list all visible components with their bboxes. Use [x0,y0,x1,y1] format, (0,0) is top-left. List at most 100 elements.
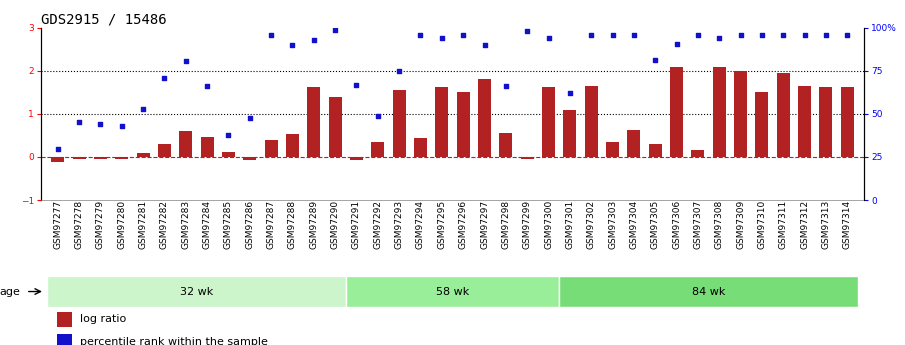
Text: 32 wk: 32 wk [180,287,213,296]
Point [819,32,834,38]
Text: percentile rank within the sample: percentile rank within the sample [81,337,268,345]
Bar [713,67,726,157]
Point [477,42,491,48]
Text: GSM97303: GSM97303 [608,200,617,249]
Text: GSM97277: GSM97277 [53,200,62,249]
Text: GSM97283: GSM97283 [181,200,190,249]
Bar [478,79,491,157]
Bar [72,157,86,159]
Text: GSM97304: GSM97304 [629,200,638,249]
Text: GSM97291: GSM97291 [352,200,361,249]
Bar [756,92,768,157]
Text: GSM97297: GSM97297 [480,200,489,249]
Bar [52,157,64,162]
Point [776,32,790,38]
Text: GSM97286: GSM97286 [245,200,254,249]
Point [755,32,769,38]
Bar [734,71,747,157]
Point [541,36,556,41]
Bar [179,131,192,157]
Point [691,32,705,38]
Point [563,90,577,96]
Text: GSM97309: GSM97309 [736,200,745,249]
Point [797,32,812,38]
Text: GSM97299: GSM97299 [523,200,531,249]
Text: GSM97312: GSM97312 [800,200,809,249]
Text: GSM97298: GSM97298 [501,200,510,249]
Bar [137,152,149,157]
Point [456,32,471,38]
Bar [435,87,448,157]
Bar [414,138,427,157]
Bar [393,90,405,157]
Bar [222,152,235,157]
Point [670,41,684,47]
Point [626,32,641,38]
Point [392,68,406,73]
Point [520,28,535,34]
Bar [265,140,278,157]
Point [584,32,598,38]
Text: GSM97290: GSM97290 [330,200,339,249]
Bar [329,97,341,157]
Text: GDS2915 / 15486: GDS2915 / 15486 [41,12,167,27]
Bar [116,157,129,159]
Bar [346,276,559,307]
Bar [564,109,576,157]
Text: GSM97308: GSM97308 [715,200,724,249]
Text: GSM97282: GSM97282 [160,200,169,249]
Text: GSM97292: GSM97292 [374,200,382,249]
Bar [57,312,72,327]
Text: GSM97280: GSM97280 [118,200,127,249]
Text: GSM97311: GSM97311 [778,200,787,249]
Bar [457,92,470,157]
Bar [350,157,363,160]
Point [285,42,300,48]
Bar [670,67,683,157]
Point [733,32,748,38]
Bar [585,86,597,157]
Bar [371,142,385,157]
Text: GSM97285: GSM97285 [224,200,233,249]
Bar [158,144,171,157]
Bar [47,276,346,307]
Point [712,36,727,41]
Text: GSM97279: GSM97279 [96,200,105,249]
Bar [691,150,704,157]
Point [840,32,854,38]
Text: GSM97278: GSM97278 [74,200,83,249]
Bar [649,144,662,157]
Text: GSM97296: GSM97296 [459,200,468,249]
Text: GSM97301: GSM97301 [566,200,575,249]
Bar [500,133,512,157]
Point [648,57,662,63]
Text: GSM97288: GSM97288 [288,200,297,249]
Point [414,32,428,38]
Point [349,82,364,87]
Text: GSM97294: GSM97294 [416,200,425,249]
Point [328,27,342,32]
Point [605,32,620,38]
Bar [606,142,619,157]
Point [178,58,193,64]
Bar [776,73,789,157]
Point [136,106,150,111]
Bar [841,87,853,157]
Bar [542,87,555,157]
Bar [308,87,320,157]
Point [434,36,449,41]
Point [499,83,513,89]
Point [221,132,235,138]
Text: GSM97313: GSM97313 [822,200,831,249]
Bar [798,86,811,157]
Bar [94,157,107,159]
Text: GSM97295: GSM97295 [437,200,446,249]
Point [264,32,279,38]
Point [200,83,214,89]
Text: GSM97306: GSM97306 [672,200,681,249]
Text: log ratio: log ratio [81,314,127,324]
Text: GSM97287: GSM97287 [267,200,276,249]
Text: GSM97281: GSM97281 [138,200,148,249]
Bar [57,334,72,345]
Point [71,119,86,124]
